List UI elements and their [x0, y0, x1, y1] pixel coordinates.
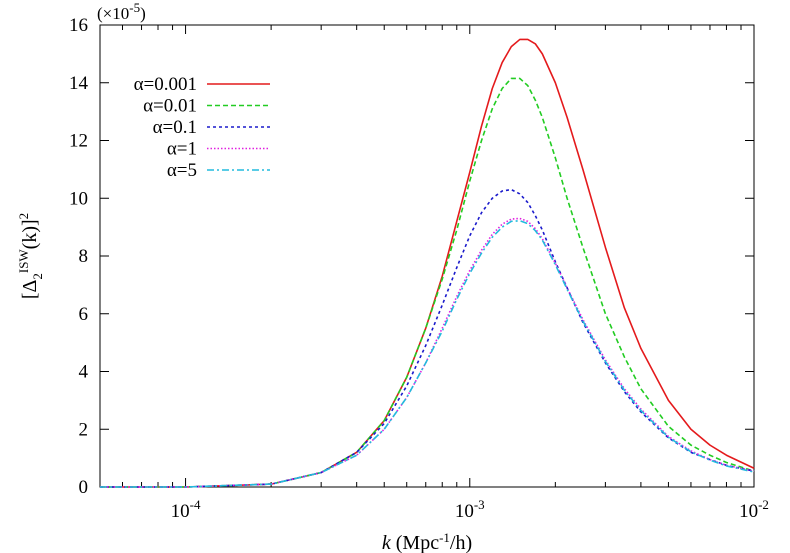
series-line-4 [100, 217, 755, 488]
axis-ticks [99, 24, 755, 488]
y-tick-label: 2 [79, 419, 89, 440]
y-tick-label: 4 [79, 362, 89, 383]
y-tick-label: 10 [69, 188, 88, 209]
legend-label: α=1 [167, 139, 197, 160]
x-tick-label: 10-2 [739, 497, 769, 522]
y-tick-label: 8 [79, 246, 89, 267]
y-tick-label: 6 [79, 304, 89, 325]
y-tick-label: 0 [79, 477, 89, 498]
legend-label: α=0.01 [143, 96, 197, 117]
y-tick-label: 16 [69, 15, 88, 36]
series-group [100, 38, 755, 488]
x-axis-label: k (Mpc-1/h) [382, 530, 472, 553]
legend-label: α=0.1 [153, 117, 197, 138]
series-line-1 [100, 38, 755, 488]
x-tick-label: 10-3 [455, 497, 485, 522]
series-line-2 [100, 77, 755, 488]
y-axis-label: [Δ2ISW(k)]2 [16, 213, 45, 299]
legend-label: α=5 [167, 160, 197, 181]
y-tick-label: 12 [69, 131, 88, 152]
series-line-5 [100, 219, 755, 488]
plot-frame [99, 24, 755, 488]
y-multiplier: (×10-5) [97, 0, 146, 23]
tick-labels: 0 2 4 6 8 10 12 14 16 10-4 10-3 10-2 [69, 15, 769, 522]
legend-label: α=0.001 [134, 74, 197, 95]
y-tick-label: 14 [69, 73, 89, 94]
x-tick-label: 10-4 [171, 497, 201, 522]
series-line-3 [100, 188, 755, 488]
